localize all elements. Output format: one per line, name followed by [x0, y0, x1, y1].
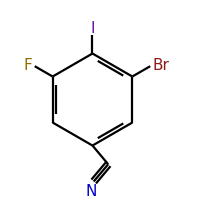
Text: N: N	[86, 184, 97, 199]
Text: Br: Br	[153, 58, 170, 73]
Text: I: I	[90, 21, 95, 36]
Text: F: F	[23, 58, 32, 73]
